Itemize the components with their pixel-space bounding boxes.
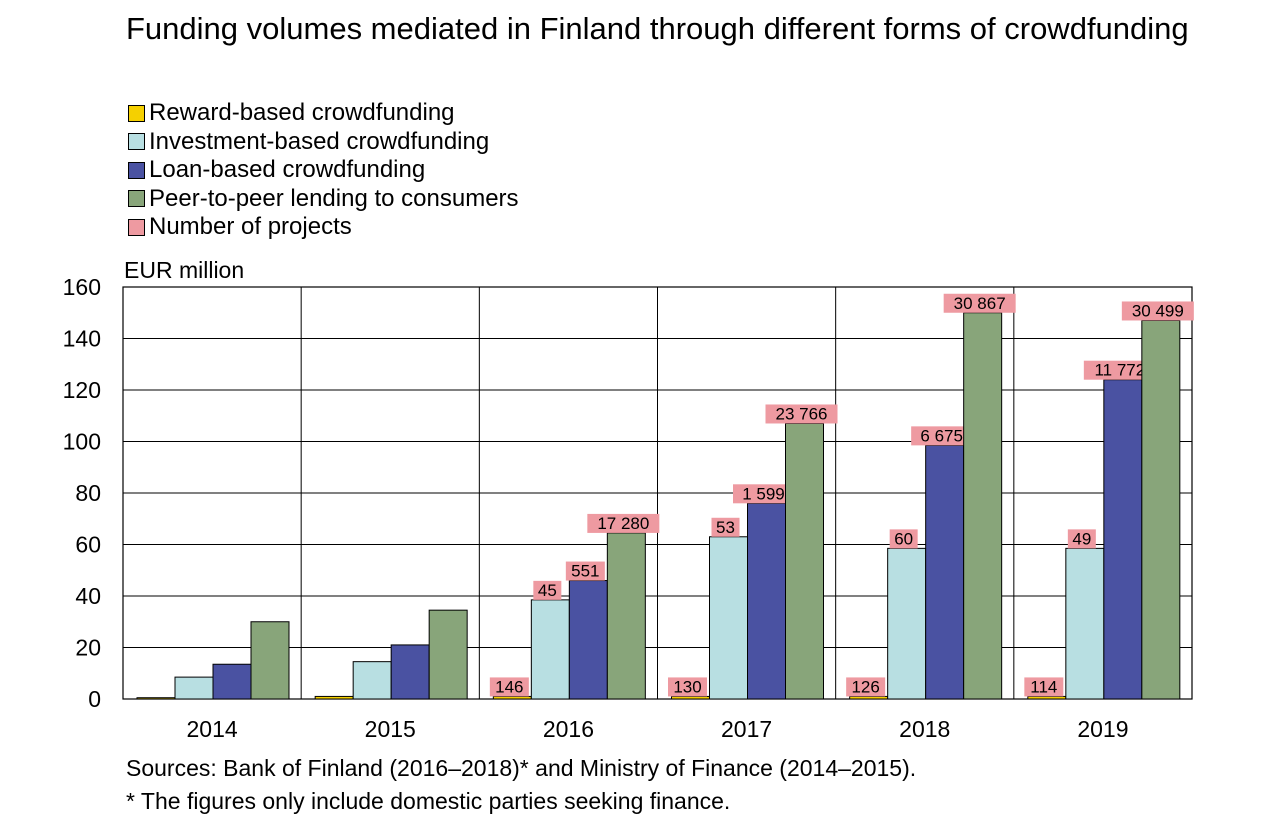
project-label-bg: [711, 517, 740, 537]
footer: Sources: Bank of Finland (2016–2018)* an…: [126, 752, 916, 818]
y-tick-label: 160: [63, 274, 101, 300]
bar-reward: [492, 695, 532, 700]
bar-loan: [747, 502, 786, 700]
legend: Reward-based crowdfunding Investment-bas…: [128, 99, 519, 242]
project-label-bg: [489, 677, 529, 697]
legend-label-investment: Investment-based crowdfunding: [149, 127, 490, 155]
project-label-bg: [733, 484, 794, 504]
project-count-label: 551: [571, 562, 599, 581]
project-label-bg: [943, 293, 1016, 313]
legend-item-reward: Reward-based crowdfunding: [128, 99, 519, 128]
project-label-bg: [846, 677, 886, 697]
project-count-label: 45: [538, 581, 557, 600]
bar-p2p: [428, 609, 468, 700]
sources-note: Sources: Bank of Finland (2016–2018)* an…: [126, 755, 917, 781]
bar-loan: [212, 663, 252, 700]
bar-investment: [887, 547, 927, 700]
project-count-label: 30 867: [954, 294, 1006, 313]
project-count-label: 6 675: [920, 426, 963, 445]
bar-p2p: [606, 532, 646, 700]
legend-item-loan: Loan-based crowdfunding: [128, 156, 519, 185]
x-tick-label: 2019: [1077, 716, 1128, 742]
x-tick-label: 2015: [365, 716, 416, 742]
project-label-bg: [765, 404, 838, 424]
project-count-label: 126: [851, 677, 879, 696]
y-tick-label: 100: [63, 429, 101, 455]
y-tick-label: 40: [75, 583, 101, 609]
project-label-bg: [1121, 301, 1194, 321]
bar-investment: [174, 676, 214, 700]
legend-label-reward: Reward-based crowdfunding: [149, 99, 455, 126]
bar-loan: [390, 644, 430, 700]
legend-swatch-reward: [128, 104, 145, 122]
legend-item-investment: Investment-based crowdfunding: [128, 128, 519, 157]
bar-reward: [136, 697, 176, 700]
bar-investment: [1065, 547, 1105, 700]
legend-swatch-loan: [128, 161, 145, 179]
legend-item-p2p: Peer-to-peer lending to consumers: [128, 185, 519, 214]
legend-swatch-investment: [128, 133, 145, 151]
footnote: * The figures only include domestic part…: [126, 788, 731, 814]
project-count-label: 11 772: [1094, 361, 1145, 380]
y-tick-label: 80: [75, 480, 101, 506]
legend-label-projects: Number of projects: [149, 213, 352, 240]
project-label-bg: [1024, 677, 1064, 697]
bar-p2p: [963, 312, 1003, 700]
project-count-label: 23 766: [776, 404, 828, 423]
bar-p2p: [250, 621, 290, 700]
bar-p2p: [1141, 319, 1181, 700]
project-label-bg: [1083, 360, 1156, 380]
project-count-label: 114: [1030, 677, 1057, 696]
legend-swatch-p2p: [128, 190, 145, 208]
y-tick-label: 0: [88, 686, 101, 712]
legend-swatch-projects: [128, 218, 145, 236]
bar-loan: [925, 444, 965, 700]
bar-reward: [314, 695, 354, 700]
y-tick-label: 140: [63, 326, 101, 352]
bar-loan: [1103, 379, 1143, 700]
legend-label-loan: Loan-based crowdfunding: [149, 156, 426, 183]
project-count-label: 130: [673, 677, 701, 696]
bar-investment: [352, 661, 392, 700]
project-count-label: 60: [894, 529, 913, 548]
y-tick-label: 60: [75, 532, 101, 558]
y-tick-label: 120: [63, 377, 101, 403]
bar-chart: 0 20 40 60 80 100 120 140 160 2014 2015 146 45 551 17 …: [63, 274, 1194, 742]
project-count-label: 17 280: [597, 514, 649, 533]
project-count-label: 1 599: [742, 484, 785, 503]
project-label-bg: [668, 677, 707, 697]
bar-investment: [530, 599, 570, 700]
project-count-label: 30 499: [1132, 301, 1184, 320]
project-label-bg: [565, 561, 605, 581]
project-label-bg: [1067, 529, 1096, 549]
y-axis-unit-label: EUR million: [124, 257, 245, 283]
bar-reward: [849, 695, 889, 700]
project-count-label: 146: [495, 677, 523, 696]
project-count-label: 49: [1072, 529, 1091, 548]
x-tick-label: 2017: [721, 716, 772, 742]
y-tick-label: 20: [75, 635, 101, 661]
project-count-label: 53: [716, 518, 735, 537]
project-label-bg: [587, 513, 660, 533]
bar-reward: [671, 695, 710, 700]
x-tick-label: 2014: [186, 716, 237, 742]
bar-p2p: [785, 422, 824, 700]
bar-loan: [568, 580, 608, 700]
legend-item-projects: Number of projects: [128, 213, 519, 242]
bar-investment: [709, 536, 748, 700]
project-label-bg: [911, 426, 973, 446]
legend-label-p2p: Peer-to-peer lending to consumers: [149, 184, 519, 212]
bar-reward: [1027, 695, 1067, 700]
project-label-bg: [533, 580, 562, 600]
chart-title: Funding volumes mediated in Finland thro…: [126, 11, 1189, 46]
project-label-bg: [889, 529, 918, 549]
x-tick-label: 2016: [543, 716, 594, 742]
x-tick-label: 2018: [899, 716, 950, 742]
